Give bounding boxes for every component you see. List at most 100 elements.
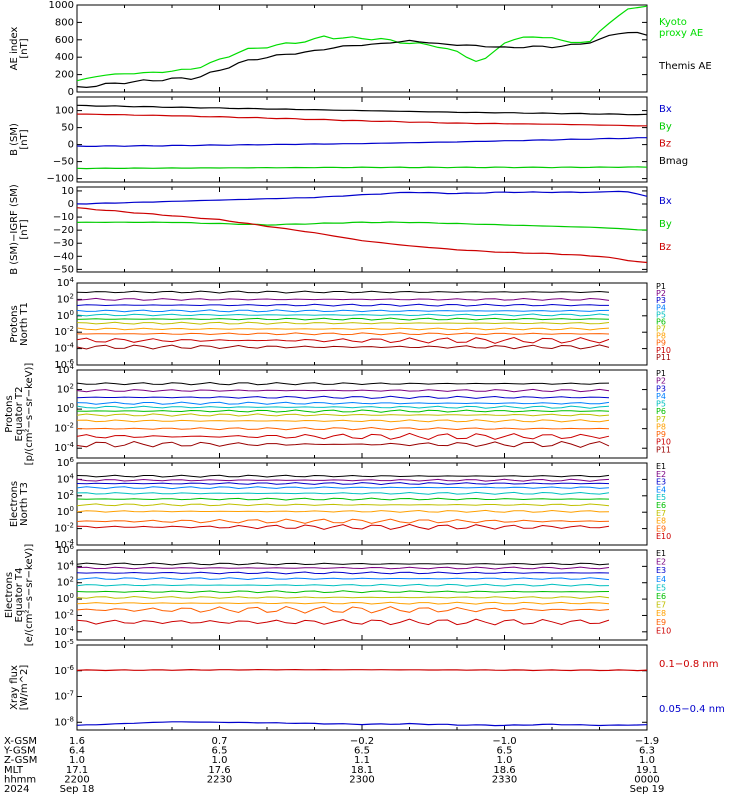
- y-axis-label-line: AE index: [9, 27, 20, 71]
- panel-frame: [76, 186, 648, 273]
- channel-label: E8: [656, 609, 666, 618]
- legend-entry: Kyoto: [659, 17, 687, 28]
- y-tick-label: 102: [57, 383, 74, 396]
- channel-line-E4: [76, 486, 610, 490]
- electrons_t4-traces: [76, 562, 610, 626]
- channel-line-P2: [76, 388, 610, 393]
- y-axis-label: B (SM)−IGRF (SM) [nT]: [9, 184, 30, 275]
- channel-line-P1: [76, 381, 610, 386]
- y-tick-label: −50: [53, 157, 74, 168]
- y-axis-label-line: Electrons: [4, 572, 15, 618]
- y-tick-label: −30: [53, 238, 74, 249]
- channel-line-E8: [76, 601, 610, 605]
- channel-line-E2: [76, 478, 610, 482]
- channel-line-E1: [76, 562, 610, 566]
- channel-label: P8: [656, 422, 666, 431]
- footer-row-label: MLT: [4, 765, 24, 776]
- y-axis-label-line: [e/(cm²−s−sr−keV)]: [24, 544, 35, 647]
- y-tick-label: 10-6: [54, 358, 74, 371]
- y-tick-label: 102: [57, 489, 74, 502]
- channel-line-E8: [76, 509, 610, 513]
- channel-line-E10: [76, 618, 610, 626]
- channel-label: E6: [656, 501, 666, 510]
- channel-line-E3: [76, 571, 610, 575]
- channel-label: P3: [656, 384, 666, 393]
- y-axis-label: Electrons North T3: [9, 481, 30, 527]
- footer-cell: 1.6: [69, 736, 85, 747]
- ephemeris-footer: X-GSMY-GSMZ-GSMMLThhmm20241.66.41.017.12…: [3, 736, 664, 795]
- channel-line-P3: [76, 303, 609, 307]
- channel-label: P10: [656, 346, 671, 355]
- series-line-1: [76, 221, 648, 231]
- y-tick-label: 400: [55, 52, 74, 63]
- channel-line-P6: [76, 409, 610, 413]
- bsm-traces: [76, 104, 648, 170]
- y-tick-label: 10-4: [54, 625, 74, 638]
- y-tick-label: 100: [57, 309, 74, 322]
- y-tick-label: 104: [57, 559, 75, 572]
- channel-label: P9: [656, 430, 666, 439]
- footer-cell: 6.3: [639, 746, 655, 757]
- channel-line-E3: [76, 482, 610, 486]
- footer-cell: 17.6: [208, 765, 230, 776]
- y-axis-label-line: North T1: [19, 302, 30, 346]
- channel-line-P2: [76, 297, 610, 301]
- channel-label: E2: [656, 470, 666, 479]
- channel-line-P8: [76, 327, 610, 331]
- y-tick-label: 0: [68, 87, 74, 98]
- y-tick-label: 10-7: [54, 690, 74, 703]
- channel-label: E7: [656, 509, 666, 518]
- footer-cell: 19.1: [636, 765, 658, 776]
- y-axis-label-line: Protons: [4, 395, 15, 432]
- y-tick-label: 104: [57, 363, 75, 376]
- y-axis-label-line: [nT]: [19, 129, 30, 149]
- channel-line-E5: [76, 583, 610, 587]
- channel-label: P5: [656, 400, 666, 409]
- y-axis-label: Xray flux [W/m^2]: [9, 665, 30, 711]
- footer-cell: 2300: [349, 774, 374, 785]
- series-line-0: [76, 5, 648, 82]
- footer-cell: 2200: [64, 774, 89, 785]
- footer-cell: 6.4: [69, 746, 85, 757]
- y-tick-label: 10-2: [54, 522, 74, 535]
- channel-label: P7: [656, 415, 666, 424]
- panel-frame: [76, 4, 648, 93]
- channel-label: P11: [656, 353, 671, 362]
- y-axis-label-line: [nT]: [19, 219, 30, 239]
- channel-label: E4: [656, 575, 666, 584]
- channel-line-P8: [76, 419, 610, 423]
- y-axis-label-line: Electrons: [9, 481, 20, 527]
- y-axis-label-line: Protons: [9, 305, 20, 342]
- electrons_t3-traces: [76, 474, 610, 530]
- y-axis-label-line: North T3: [19, 482, 30, 526]
- channel-line-P9: [76, 426, 610, 431]
- channel-label: P4: [656, 392, 666, 401]
- channel-label: P5: [656, 310, 666, 319]
- y-tick-label: 10-4: [54, 538, 74, 551]
- y-tick-label: 800: [55, 17, 74, 28]
- ae-traces: [76, 5, 648, 89]
- footer-cell: Sep 19: [630, 784, 665, 795]
- channel-label: P6: [656, 407, 666, 416]
- channel-line-E9: [76, 518, 610, 524]
- legend-entry: Bz: [659, 139, 671, 150]
- channel-label: E1: [656, 549, 666, 558]
- footer-row-label: Z-GSM: [4, 755, 37, 766]
- channel-line-E7: [76, 503, 610, 507]
- footer-cell: 1.0: [69, 755, 85, 766]
- channel-label: P3: [656, 296, 666, 305]
- channel-label: E2: [656, 558, 666, 567]
- y-tick-label: −20: [53, 225, 74, 236]
- channel-line-P3: [76, 395, 610, 400]
- y-tick-label: 10-2: [54, 325, 74, 338]
- channel-label: E3: [656, 478, 666, 487]
- footer-row-label: Y-GSM: [3, 746, 36, 757]
- y-tick-label: 10-2: [54, 608, 74, 621]
- protons_t2-traces: [76, 381, 610, 448]
- y-tick-label: 104: [57, 472, 75, 485]
- footer-cell: 0.7: [212, 736, 228, 747]
- y-axis-label-line: Equator T4: [14, 568, 25, 623]
- footer-row-label: 2024: [4, 784, 29, 795]
- channel-label: E9: [656, 618, 666, 627]
